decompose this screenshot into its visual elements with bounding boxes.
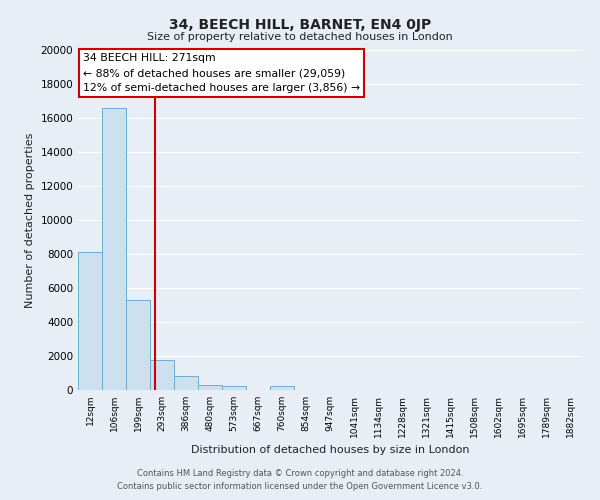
Y-axis label: Number of detached properties: Number of detached properties bbox=[25, 132, 35, 308]
Bar bbox=[150, 360, 174, 390]
Bar bbox=[198, 385, 222, 390]
Bar bbox=[126, 300, 150, 390]
Bar bbox=[102, 108, 126, 390]
Text: 34 BEECH HILL: 271sqm
← 88% of detached houses are smaller (29,059)
12% of semi-: 34 BEECH HILL: 271sqm ← 88% of detached … bbox=[83, 54, 360, 93]
Text: 34, BEECH HILL, BARNET, EN4 0JP: 34, BEECH HILL, BARNET, EN4 0JP bbox=[169, 18, 431, 32]
Bar bbox=[174, 376, 198, 390]
Bar bbox=[222, 386, 246, 390]
Text: Contains HM Land Registry data © Crown copyright and database right 2024.: Contains HM Land Registry data © Crown c… bbox=[137, 468, 463, 477]
Text: Size of property relative to detached houses in London: Size of property relative to detached ho… bbox=[147, 32, 453, 42]
Text: Contains public sector information licensed under the Open Government Licence v3: Contains public sector information licen… bbox=[118, 482, 482, 491]
X-axis label: Distribution of detached houses by size in London: Distribution of detached houses by size … bbox=[191, 446, 469, 456]
Bar bbox=[78, 252, 102, 390]
Bar bbox=[270, 386, 294, 390]
